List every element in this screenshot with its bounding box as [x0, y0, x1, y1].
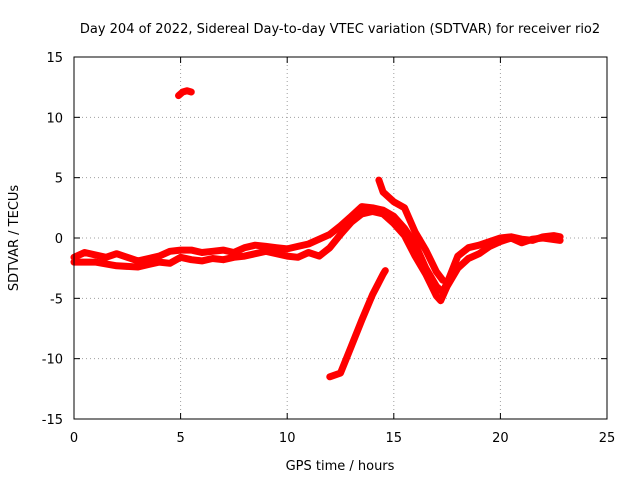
x-tick-label: 5 [176, 431, 184, 446]
y-tick-label: -10 [42, 353, 63, 368]
y-tick-label: 10 [46, 111, 63, 126]
axis-ticks [73, 56, 608, 420]
x-tick-label: 25 [599, 431, 616, 446]
x-tick-label: 0 [70, 431, 78, 446]
series-track-rising [326, 267, 389, 381]
y-axis-label: SDTVAR / TECUs [7, 185, 22, 292]
chart-title: Day 204 of 2022, Sidereal Day-to-day VTE… [80, 22, 600, 37]
series-track-lower-band [70, 208, 564, 305]
x-tick-label: 15 [386, 431, 403, 446]
y-tick-label: -15 [42, 413, 63, 428]
series-track-isolated [175, 87, 195, 100]
y-tick-label: 0 [55, 232, 63, 247]
x-axis-label: GPS time / hours [286, 459, 395, 474]
x-tick-label: 20 [492, 431, 509, 446]
data-series-layer [70, 87, 564, 381]
y-tick-label: 15 [46, 51, 63, 66]
x-tick-label: 10 [279, 431, 296, 446]
series-track-upper-band [70, 203, 564, 296]
y-tick-label: -5 [50, 292, 63, 307]
axis-tick-labels: 0 5 10 15 20 25 -15 -10 -5 0 5 10 15 [42, 51, 616, 446]
y-tick-label: 5 [55, 172, 63, 187]
series-track-hump [375, 176, 447, 284]
